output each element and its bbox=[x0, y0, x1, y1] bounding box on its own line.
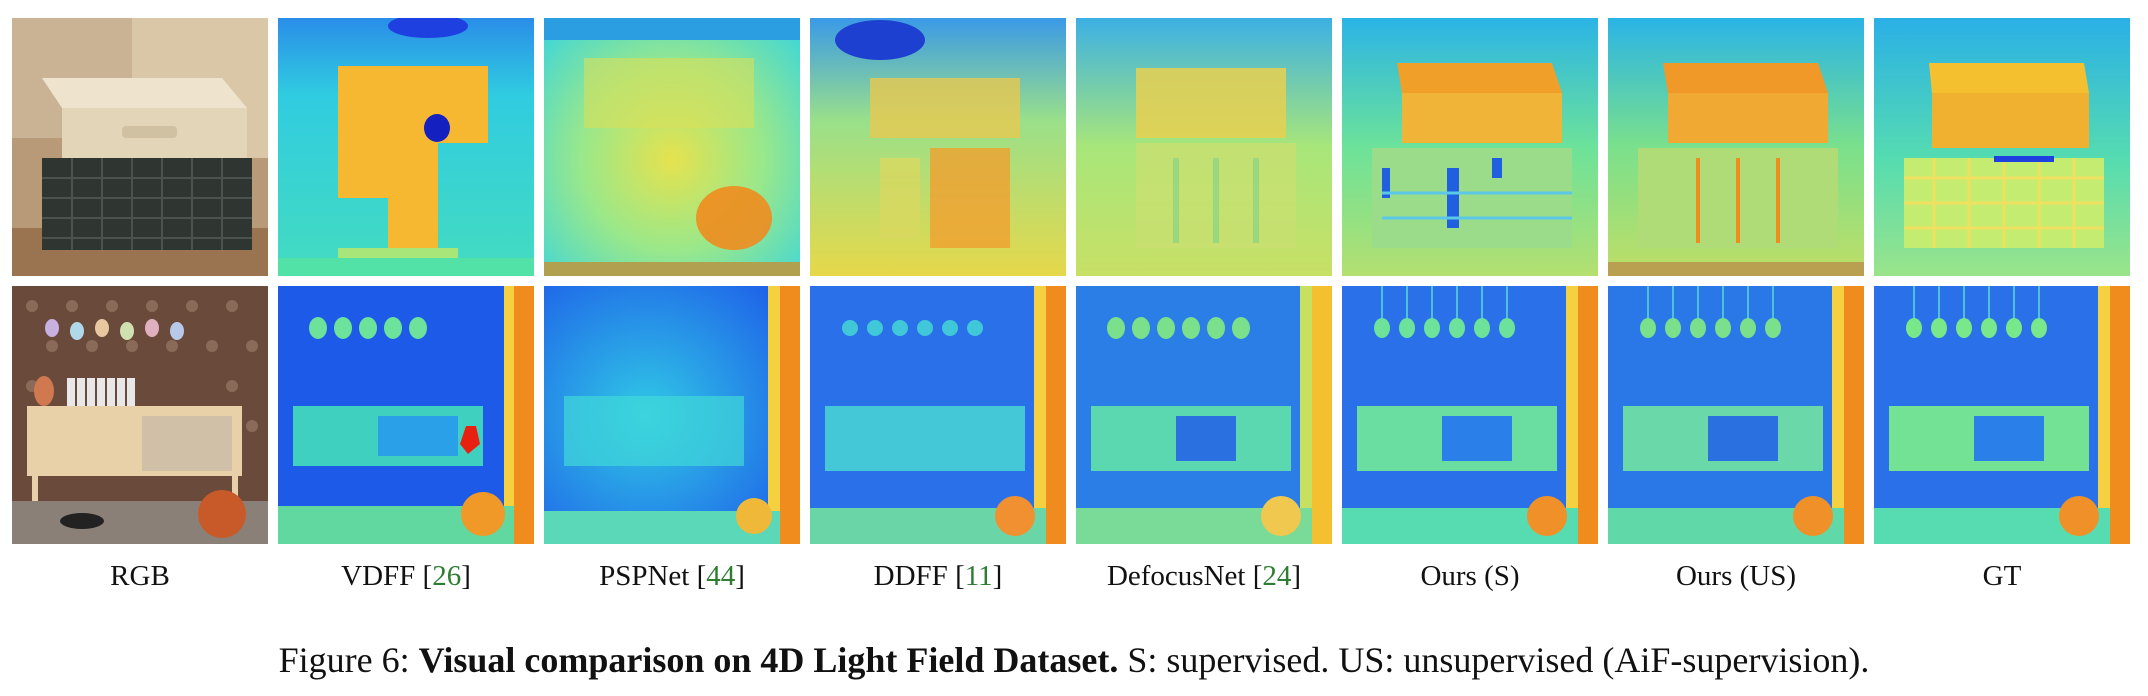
depth-map-ours-us-boxes bbox=[1608, 18, 1864, 276]
column-label-ddff: DDFF [11] bbox=[873, 560, 1003, 592]
depth-map-ours-s-shelf bbox=[1342, 286, 1598, 544]
row-scene-boxes bbox=[12, 18, 2136, 276]
caption-prefix: Figure 6: bbox=[278, 640, 410, 680]
depth-map-vdff-boxes bbox=[278, 18, 534, 276]
column-label-rgb: RGB bbox=[110, 560, 170, 592]
depth-map-ours-s-boxes bbox=[1342, 18, 1598, 276]
column-label-ours-s: Ours (S) bbox=[1420, 560, 1520, 592]
depth-map-ddff-boxes bbox=[810, 18, 1066, 276]
citation-link[interactable]: 24 bbox=[1262, 560, 1292, 592]
column-label-gt: GT bbox=[1982, 560, 2022, 592]
citation-link[interactable]: 11 bbox=[964, 560, 993, 592]
column-label-pspnet: PSPNet [44] bbox=[599, 560, 745, 592]
column-label-defocusnet: DefocusNet [24] bbox=[1106, 560, 1302, 592]
citation-link[interactable]: 44 bbox=[706, 560, 736, 592]
rgb-image-shelf bbox=[12, 286, 268, 544]
figure-caption: Figure 6: Visual comparison on 4D Light … bbox=[0, 636, 2148, 684]
caption-rest: S: supervised. US: unsupervised (AiF-sup… bbox=[1127, 640, 1870, 680]
depth-map-gt-shelf bbox=[1874, 286, 2130, 544]
depth-map-defocusnet-shelf bbox=[1076, 286, 1332, 544]
depth-map-vdff-shelf bbox=[278, 286, 534, 544]
column-label-vdff: VDFF [26] bbox=[341, 560, 471, 592]
depth-map-gt-boxes bbox=[1874, 18, 2130, 276]
depth-map-ours-us-shelf bbox=[1608, 286, 1864, 544]
row-scene-shelf bbox=[12, 286, 2136, 544]
depth-map-defocusnet-boxes bbox=[1076, 18, 1332, 276]
rgb-image-boxes bbox=[12, 18, 268, 276]
caption-bold: Visual comparison on 4D Light Field Data… bbox=[418, 640, 1119, 680]
depth-map-ddff-shelf bbox=[810, 286, 1066, 544]
depth-map-pspnet-shelf bbox=[544, 286, 800, 544]
citation-link[interactable]: 26 bbox=[432, 560, 462, 592]
column-labels: RGB VDFF [26] PSPNet [44] DDFF [11] Defo… bbox=[12, 556, 2136, 596]
depth-map-pspnet-boxes bbox=[544, 18, 800, 276]
column-label-ours-us: Ours (US) bbox=[1675, 560, 1797, 592]
